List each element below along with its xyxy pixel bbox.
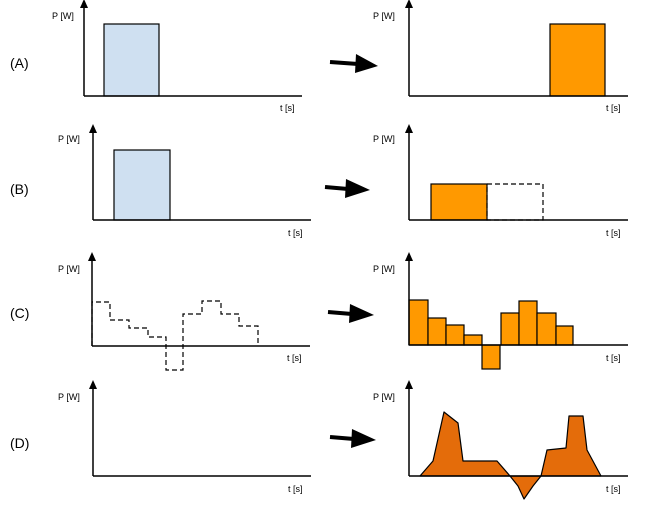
row-a-input-plot: P [W] t [s] [52, 0, 302, 113]
y-axis-label: P [W] [373, 264, 395, 274]
row-c-transform-arrow [327, 304, 374, 323]
row-b: (B) P [W] t [s] P [W] t [s] [10, 124, 628, 238]
y-axis-arrowhead [405, 0, 413, 8]
output-negative-region [509, 475, 542, 500]
arrow-shaft [327, 310, 353, 316]
row-b-output-plot: P [W] t [s] [373, 124, 628, 238]
arrow-shaft [329, 60, 359, 66]
y-axis-label: P [W] [58, 264, 80, 274]
row-c-output-axes: P [W] t [s] [373, 252, 628, 363]
output-pulse [430, 183, 488, 221]
arrow-head [345, 179, 370, 198]
row-a-output-plot: P [W] t [s] [373, 0, 628, 113]
output-bar [518, 300, 538, 346]
y-axis-arrowhead [89, 124, 97, 133]
row-label-b: (B) [10, 181, 29, 197]
row-d-output-plot: P [W] t [s] [373, 380, 628, 500]
arrow-shaft [324, 185, 349, 191]
input-pulse [103, 23, 160, 97]
row-c-input-plot: P [W] t [s] [58, 252, 310, 371]
output-bar [555, 325, 574, 346]
input-pulse [113, 149, 171, 221]
arrow-head [351, 429, 376, 448]
row-label-c: (C) [10, 305, 29, 321]
row-d: (D) P [W] t [s] P [W] t [s] [10, 380, 628, 500]
output-bar [427, 317, 447, 346]
y-axis-label: P [W] [58, 134, 80, 144]
y-axis-arrowhead [405, 124, 413, 133]
output-bar [536, 312, 557, 346]
row-a-transform-arrow [329, 54, 378, 73]
x-axis-label: t [s] [288, 484, 303, 494]
output-bar [445, 324, 465, 346]
original-pulse-outline [486, 183, 544, 221]
row-d-input-plot: P [W] t [s] [58, 380, 311, 494]
x-axis-label: t [s] [287, 353, 302, 363]
x-axis-label: t [s] [606, 228, 621, 238]
output-bar [408, 299, 429, 346]
y-axis-arrowhead [89, 380, 97, 389]
y-axis-arrowhead [405, 252, 413, 261]
arrow-shaft [329, 435, 355, 441]
x-axis-label: t [s] [606, 353, 621, 363]
y-axis-label: P [W] [373, 11, 395, 21]
row-d-transform-arrow [329, 429, 376, 448]
row-c-output-plot [408, 299, 574, 370]
x-axis-label: t [s] [606, 103, 621, 113]
input-power-profile [91, 300, 259, 371]
output-bar [500, 312, 520, 346]
y-axis-label: P [W] [373, 392, 395, 402]
arrow-head [355, 54, 378, 73]
y-axis-label: P [W] [52, 11, 74, 21]
output-bar [481, 344, 501, 370]
row-b-input-plot: P [W] t [s] [58, 124, 311, 238]
output-positive-region [419, 411, 511, 477]
row-a: (A) P [W] t [s] P [W] t [s] [10, 0, 628, 113]
x-axis-label: t [s] [606, 484, 621, 494]
row-label-a: (A) [10, 55, 29, 71]
x-axis-label: t [s] [288, 228, 303, 238]
y-axis-arrowhead [88, 252, 96, 261]
row-c: (C) P [W] t [s] P [10, 252, 628, 371]
y-axis-label: P [W] [58, 392, 80, 402]
arrow-head [349, 304, 374, 323]
output-positive-region [540, 415, 602, 477]
output-pulse [549, 23, 606, 97]
y-axis-arrowhead [80, 0, 88, 8]
row-b-transform-arrow [324, 179, 370, 198]
x-axis-label: t [s] [280, 103, 295, 113]
y-axis-label: P [W] [373, 134, 395, 144]
y-axis-arrowhead [405, 380, 413, 389]
row-label-d: (D) [10, 435, 29, 451]
output-bar [463, 334, 483, 346]
